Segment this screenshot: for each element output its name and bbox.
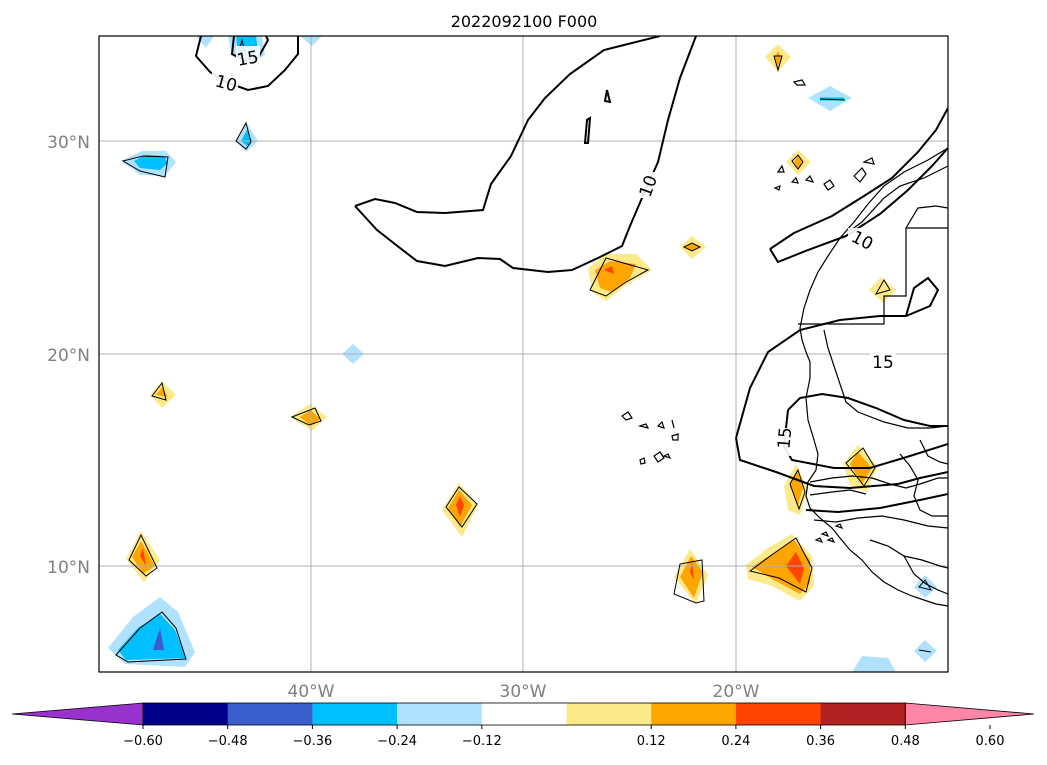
anomaly-blob [118,614,186,660]
lat-label-20n: 20°N [47,346,90,366]
colorbar-tick-label: 0.48 [891,734,920,749]
lon-label-40w: 40°W [288,682,335,702]
contour-labels: 15 10 10 10 15 15 [212,46,896,456]
colorbar-extend-max [904,702,1035,726]
lon-label-20w: 20°W [713,682,760,702]
map-frame [98,35,949,673]
colorbar-ticks: −0.60 −0.48 −0.36 −0.24 −0.12 0.12 0.24 0.36 0.4… [123,725,1004,749]
colorbar-tick-label: −0.12 [462,734,502,749]
colorbar-swatch [397,703,483,725]
gridlines [99,36,948,672]
coastlines [621,79,948,607]
colorbar-swatch [651,703,737,725]
contour-label-15: 15 [235,47,260,70]
colorbar-swatch [481,703,567,725]
lat-label-10n: 10°N [47,558,90,578]
map-area: 15 10 10 10 15 15 [99,36,948,672]
colorbar-swatch [820,703,906,725]
colorbar-tick-label: −0.24 [377,734,417,749]
lat-label-30n: 30°N [47,133,90,153]
map-title: 2022092100 F000 [451,12,598,31]
colorbar-tick-label: 0.24 [721,734,750,749]
colorbar-tick-label: −0.48 [208,734,248,749]
colorbar-swatch [227,703,313,725]
colorbar-tick-label: −0.36 [292,734,332,749]
lon-label-30w: 30°W [500,682,547,702]
anomaly-blob [241,130,252,146]
colorbar-tick-label: −0.60 [123,734,163,749]
colorbar-tick-label: 0.36 [806,734,835,749]
anomaly-outlines [115,38,933,663]
colorbar-tick-label: 0.12 [637,734,666,749]
anomaly-blob [153,628,164,650]
contour-label-15: 15 [872,353,894,373]
contour-label-15: 15 [774,426,796,449]
colorbar-swatch [312,703,398,725]
anomaly-blob [852,656,896,672]
colorbar-extend-min [11,702,144,726]
colorbar-swatch [735,703,822,725]
colorbar-swatch [143,703,229,725]
anomaly-blob [134,155,168,170]
colorbar-swatch [566,703,652,725]
anomaly-blob [914,575,937,598]
colorbar-tick-label: 0.60 [976,734,1005,749]
colorbar [11,702,1035,726]
